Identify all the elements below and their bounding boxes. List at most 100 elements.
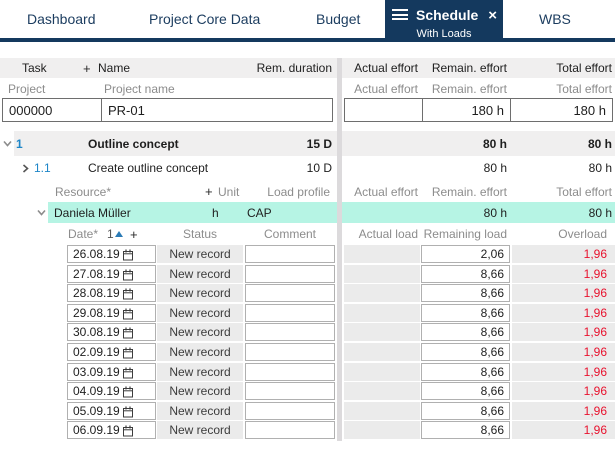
tabbar-underline — [0, 38, 615, 42]
resource-row-selected[interactable]: Daniela Müller h CAP 80 h 80 h — [0, 202, 615, 223]
tab-schedule-label: Schedule — [416, 7, 479, 23]
comment-field[interactable] — [245, 323, 335, 342]
date-field[interactable]: 28.08.19 — [67, 284, 156, 303]
calendar-icon[interactable] — [122, 406, 134, 421]
pane-splitter[interactable] — [337, 58, 342, 441]
load-row[interactable]: 27.08.19 New record 8,66 1,96 — [0, 264, 615, 285]
date-field[interactable]: 03.09.19 — [67, 362, 156, 382]
date-field[interactable]: 30.08.19 — [67, 323, 156, 342]
add-column-button[interactable]: + — [83, 60, 91, 76]
task-total-effort: 80 h — [588, 161, 612, 175]
remaining-load-field[interactable]: 8,66 — [421, 323, 510, 342]
load-row[interactable]: 02.09.19 New record 8,66 1,96 — [0, 342, 615, 363]
task-name[interactable]: Outline concept — [88, 136, 179, 151]
add-column-button[interactable]: + — [205, 184, 213, 199]
col-header-actual-effort[interactable]: Actual effort — [354, 61, 418, 75]
load-row[interactable]: 06.09.19 New record 8,66 1,96 — [0, 421, 615, 441]
comment-field[interactable] — [245, 264, 335, 283]
comment-field[interactable] — [245, 362, 335, 381]
remaining-load-field[interactable]: 8,66 — [421, 284, 510, 303]
remaining-load-field[interactable]: 8,66 — [421, 362, 510, 381]
col-header-comment[interactable]: Comment — [263, 227, 316, 241]
load-row[interactable]: 28.08.19 New record 8,66 1,96 — [0, 284, 615, 304]
tab-schedule-active[interactable]: Schedule × With Loads — [385, 0, 503, 42]
remaining-load-field[interactable]: 8,66 — [421, 382, 510, 401]
project-remain-effort-field[interactable]: 180 h — [422, 98, 511, 122]
calendar-icon[interactable] — [122, 288, 134, 303]
sort-indicator[interactable]: 1 — [107, 224, 123, 244]
date-field[interactable]: 05.09.19 — [67, 401, 156, 421]
calendar-icon[interactable] — [122, 308, 134, 323]
calendar-icon[interactable] — [122, 367, 134, 382]
load-row[interactable]: 05.09.19 New record 8,66 1,96 — [0, 401, 615, 422]
add-column-button[interactable]: + — [130, 226, 138, 242]
resource-total-effort: 80 h — [588, 205, 612, 220]
load-row[interactable]: 30.08.19 New record 8,66 1,96 — [0, 323, 615, 343]
col-header-rem-duration[interactable]: Rem. duration — [256, 61, 332, 75]
remaining-load-field[interactable]: 8,66 — [421, 401, 510, 420]
remaining-load-field[interactable]: 8,66 — [421, 342, 510, 361]
task-row-1[interactable]: 1 Outline concept 15 D 80 h 80 h — [0, 131, 615, 156]
col-header-status[interactable]: Status — [182, 227, 218, 241]
load-row[interactable]: 03.09.19 New record 8,66 1,96 — [0, 362, 615, 383]
load-row[interactable]: 29.08.19 New record 8,66 1,96 — [0, 303, 615, 324]
remaining-load-field[interactable]: 8,66 — [421, 421, 510, 440]
comment-field[interactable] — [245, 303, 335, 322]
resource-name[interactable]: Daniela Müller — [54, 205, 131, 220]
hamburger-menu-icon[interactable] — [392, 9, 408, 21]
project-id-field[interactable]: 000000 — [2, 98, 102, 122]
calendar-icon[interactable] — [122, 386, 134, 401]
status-cell: New record — [157, 245, 243, 263]
date-field[interactable]: 06.09.19 — [67, 421, 156, 440]
load-row[interactable]: 04.09.19 New record 8,66 1,96 — [0, 382, 615, 402]
comment-field[interactable] — [245, 342, 335, 361]
status-cell: New record — [157, 264, 243, 283]
load-rows-container: 26.08.19 New record 2,06 1,96 27.08.19 — [0, 245, 615, 441]
comment-field[interactable] — [245, 245, 335, 263]
date-field[interactable]: 02.09.19 — [67, 342, 156, 362]
expand-chevron-right-icon[interactable] — [20, 156, 31, 180]
task-row-1-1[interactable]: 1.1 Create outline concept 10 D 80 h 80 … — [0, 156, 615, 180]
load-row[interactable]: 26.08.19 New record 2,06 1,96 — [0, 245, 615, 265]
col-header-load-profile[interactable]: Load profile — [267, 184, 330, 199]
col-header-task[interactable]: Task — [22, 61, 47, 75]
tab-wbs[interactable]: WBS — [539, 11, 571, 27]
collapse-chevron-down-icon[interactable] — [2, 131, 13, 156]
col-header-date[interactable]: Date* — [68, 227, 99, 241]
date-field[interactable]: 27.08.19 — [67, 264, 156, 284]
col-header-resource[interactable]: Resource* — [55, 184, 112, 199]
project-actual-effort-field[interactable] — [344, 98, 423, 122]
col-header-remain-effort[interactable]: Remain. effort — [431, 61, 507, 75]
calendar-icon[interactable] — [122, 249, 134, 264]
date-field[interactable]: 26.08.19 — [67, 245, 156, 263]
label-total-effort: Total effort — [556, 82, 612, 96]
close-tab-icon[interactable]: × — [488, 6, 498, 24]
project-label-row: Project Project name Actual effort Remai… — [0, 80, 615, 98]
comment-field[interactable] — [245, 284, 335, 303]
calendar-icon[interactable] — [122, 327, 134, 342]
calendar-icon[interactable] — [122, 269, 134, 284]
collapse-chevron-down-icon[interactable] — [36, 202, 47, 223]
col-header-name[interactable]: Name — [98, 61, 131, 75]
project-total-effort-field[interactable]: 180 h — [510, 98, 613, 122]
task-total-effort: 80 h — [587, 136, 612, 151]
tab-dashboard[interactable]: Dashboard — [27, 11, 96, 27]
calendar-icon[interactable] — [122, 347, 134, 362]
remaining-load-field[interactable]: 8,66 — [421, 264, 510, 283]
project-name-field[interactable]: PR-01 — [101, 98, 333, 122]
col-header-unit[interactable]: Unit — [218, 184, 240, 199]
remaining-load-field[interactable]: 8,66 — [421, 303, 510, 322]
date-field[interactable]: 29.08.19 — [67, 303, 156, 323]
status-cell: New record — [157, 362, 243, 381]
tab-budget[interactable]: Budget — [316, 11, 361, 27]
date-field[interactable]: 04.09.19 — [67, 382, 156, 401]
remaining-load-field[interactable]: 2,06 — [421, 245, 510, 263]
comment-field[interactable] — [245, 401, 335, 420]
calendar-icon[interactable] — [122, 425, 134, 440]
col-header-total-effort[interactable]: Total effort — [556, 61, 612, 75]
comment-field[interactable] — [245, 421, 335, 440]
task-row-1-band — [14, 131, 615, 156]
comment-field[interactable] — [245, 382, 335, 401]
tab-project-core-data[interactable]: Project Core Data — [149, 11, 261, 27]
task-name[interactable]: Create outline concept — [88, 161, 209, 175]
